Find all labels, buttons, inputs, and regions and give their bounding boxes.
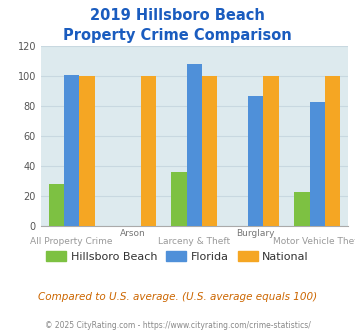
Bar: [64, 75, 79, 226]
Bar: [294, 192, 310, 226]
Text: Arson: Arson: [120, 229, 146, 238]
Bar: [202, 76, 217, 226]
Bar: [171, 172, 187, 226]
Bar: [248, 96, 263, 226]
Text: 2019 Hillsboro Beach: 2019 Hillsboro Beach: [90, 8, 265, 23]
Bar: [310, 102, 325, 226]
Bar: [79, 76, 94, 226]
Bar: [187, 64, 202, 226]
Text: Motor Vehicle Theft: Motor Vehicle Theft: [273, 237, 355, 246]
Bar: [263, 76, 279, 226]
Bar: [141, 76, 156, 226]
Text: All Property Crime: All Property Crime: [30, 237, 113, 246]
Text: © 2025 CityRating.com - https://www.cityrating.com/crime-statistics/: © 2025 CityRating.com - https://www.city…: [45, 321, 310, 330]
Text: Compared to U.S. average. (U.S. average equals 100): Compared to U.S. average. (U.S. average …: [38, 292, 317, 302]
Bar: [49, 184, 64, 226]
Legend: Hillsboro Beach, Florida, National: Hillsboro Beach, Florida, National: [42, 247, 313, 267]
Bar: [325, 76, 340, 226]
Text: Larceny & Theft: Larceny & Theft: [158, 237, 230, 246]
Text: Property Crime Comparison: Property Crime Comparison: [63, 28, 292, 43]
Text: Burglary: Burglary: [236, 229, 275, 238]
